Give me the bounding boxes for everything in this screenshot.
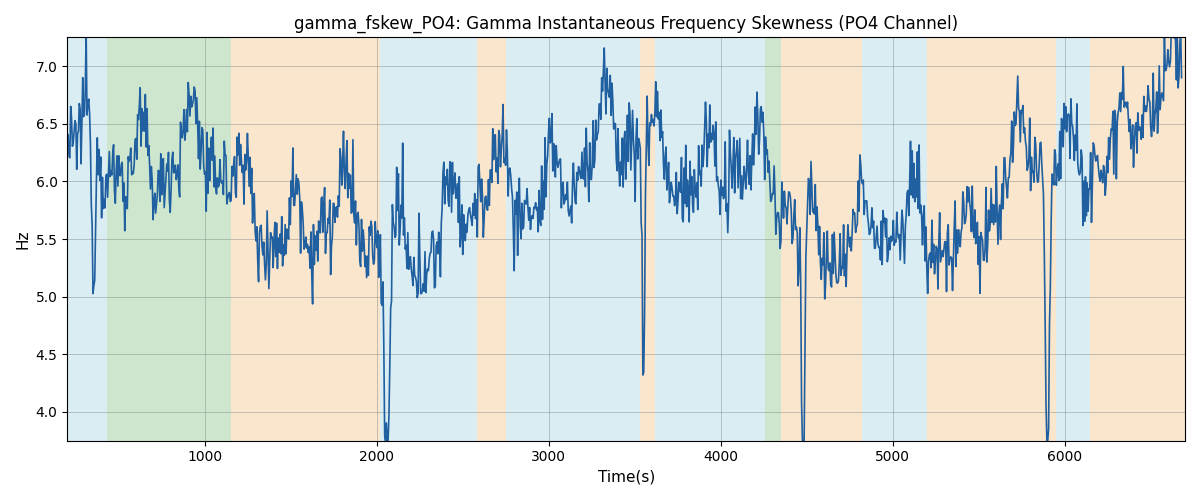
Bar [107,38,230,440]
Title: gamma_fskew_PO4: Gamma Instantaneous Frequency Skewness (PO4 Channel): gamma_fskew_PO4: Gamma Instantaneous Fre… [294,15,959,34]
Bar [505,38,640,440]
Bar [230,38,380,440]
Bar [766,38,781,440]
Bar [862,38,928,440]
Bar [380,38,476,440]
Bar [1091,38,1186,440]
Bar [655,38,766,440]
Y-axis label: Hz: Hz [16,230,30,249]
Bar [640,38,655,440]
Bar [476,38,505,440]
Bar [1056,38,1091,440]
Bar [67,38,107,440]
Bar [928,38,1056,440]
Bar [781,38,862,440]
X-axis label: Time(s): Time(s) [598,470,655,485]
